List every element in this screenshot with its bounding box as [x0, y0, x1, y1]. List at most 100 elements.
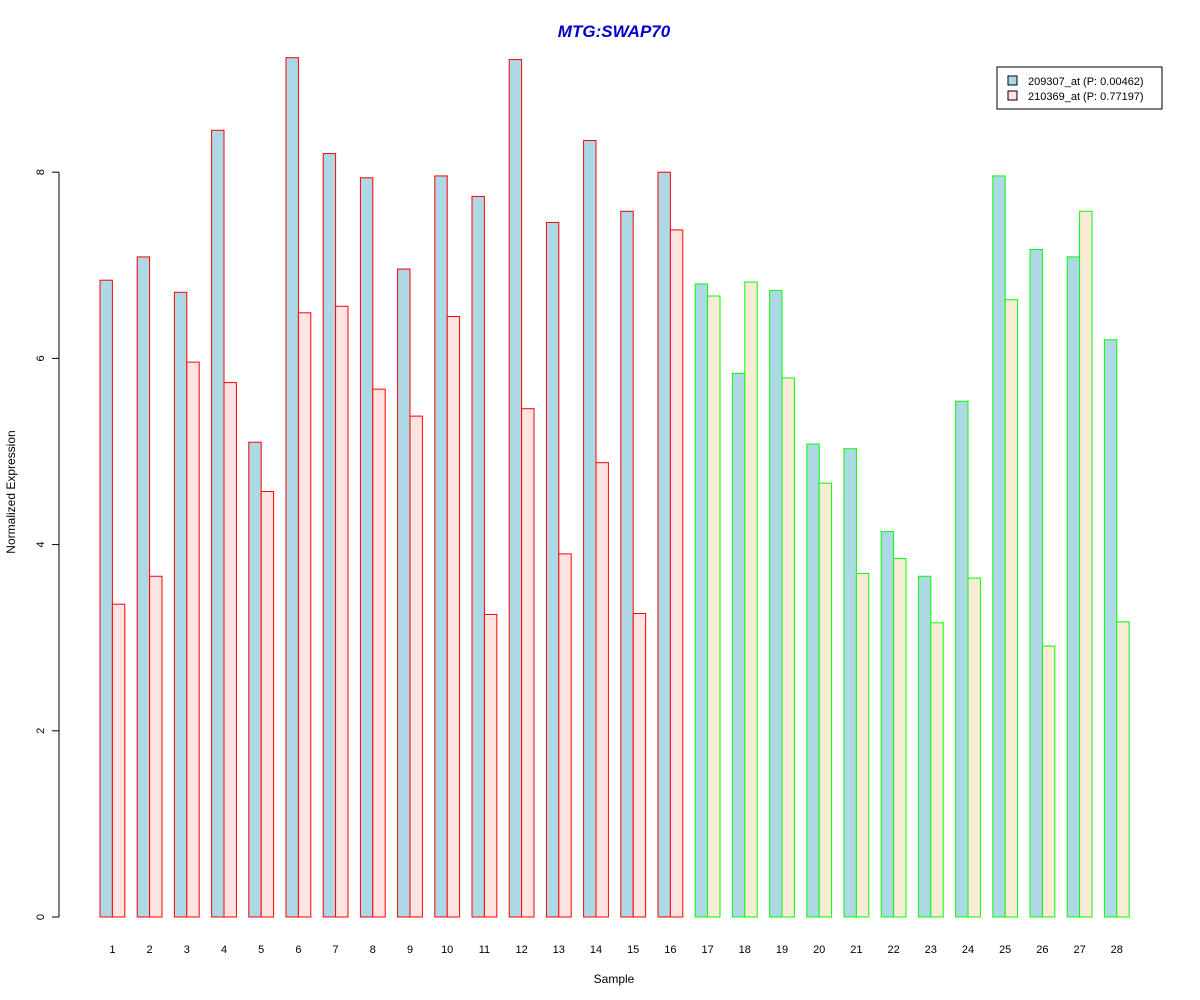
bar-series-2-sample-15	[632, 612, 647, 918]
bar-series-2-sample-28	[1116, 621, 1130, 918]
bar-series-1-sample-21	[843, 448, 857, 918]
chart-title: MTG:SWAP70	[558, 22, 671, 41]
bar-series-1-sample-1	[99, 279, 113, 918]
x-tick-label: 24	[962, 944, 974, 956]
legend-swatch-series-2	[1007, 90, 1018, 101]
bar-series-1-sample-7	[322, 153, 337, 918]
bar-series-2-sample-5	[260, 491, 275, 918]
bar-series-1-sample-22	[880, 531, 895, 918]
bar-series-2-sample-1	[111, 603, 126, 918]
x-tick-label: 6	[295, 944, 301, 956]
bar-series-2-sample-3	[186, 361, 200, 918]
x-tick-label: 3	[184, 944, 190, 956]
bar-series-2-sample-16	[669, 229, 684, 918]
bar-series-1-sample-28	[1103, 339, 1118, 918]
y-tick-label: 2	[35, 728, 47, 734]
legend-box	[996, 66, 1163, 110]
legend-swatch-series-1	[1007, 75, 1018, 86]
bar-series-2-sample-17	[707, 295, 721, 918]
bar-series-1-sample-8	[359, 177, 374, 918]
x-tick-label: 23	[925, 944, 937, 956]
x-tick-label: 10	[441, 944, 453, 956]
bar-series-1-sample-6	[285, 57, 299, 918]
bar-series-2-sample-26	[1041, 645, 1056, 918]
y-axis: 0 2 4 6 8	[35, 169, 60, 920]
bar-series-2-sample-4	[223, 382, 237, 918]
bar-series-2-sample-23	[930, 622, 944, 918]
bar-series-1-sample-15	[620, 210, 634, 918]
bar-series-1-sample-25	[992, 175, 1006, 918]
x-tick-label: 20	[813, 944, 825, 956]
bar-series-1-sample-14	[583, 140, 597, 918]
x-tick-label: 8	[370, 944, 376, 956]
x-tick-label: 1	[109, 944, 115, 956]
y-axis-label: Normalized Expression	[4, 430, 18, 553]
bar-series-1-sample-10	[434, 175, 448, 918]
bar-series-1-sample-5	[248, 441, 262, 918]
x-tick-label: 2	[147, 944, 153, 956]
y-tick-label: 8	[35, 169, 47, 175]
bar-series-1-sample-12	[508, 59, 523, 918]
bar-series-2-sample-10	[446, 316, 461, 918]
x-tick-label: 9	[407, 944, 413, 956]
legend: 209307_at (P: 0.00462) 210369_at (P: 0.7…	[996, 66, 1163, 110]
legend-label-series-2: 210369_at (P: 0.77197)	[1028, 91, 1144, 103]
x-tick-label: 27	[1073, 944, 1085, 956]
x-tick-label: 26	[1036, 944, 1048, 956]
x-tick-label: 25	[999, 944, 1011, 956]
bar-series-2-sample-21	[855, 572, 870, 918]
bar-series-1-sample-9	[397, 268, 411, 918]
bar-series-1-sample-16	[657, 171, 671, 918]
y-tick-label: 0	[35, 914, 47, 920]
x-tick-label: 28	[1111, 944, 1123, 956]
bar-series-1-sample-3	[173, 291, 188, 918]
x-tick-label: 17	[701, 944, 713, 956]
x-tick-label: 19	[776, 944, 788, 956]
bar-series-2-sample-18	[744, 281, 758, 918]
x-tick-label: 14	[590, 944, 602, 956]
x-axis-label: Sample	[594, 972, 635, 986]
bar-series-2-sample-20	[818, 482, 833, 918]
x-tick-label: 4	[221, 944, 227, 956]
bar-series-2-sample-12	[521, 408, 535, 918]
bar-series-2-sample-24	[967, 577, 981, 918]
x-tick-label: 16	[664, 944, 676, 956]
bar-series-1-sample-11	[471, 195, 485, 918]
bar-series-1-sample-18	[731, 372, 746, 918]
bar-series-2-sample-8	[372, 388, 386, 918]
bar-series-1-sample-26	[1029, 248, 1043, 918]
bar-series-1-sample-20	[806, 443, 820, 918]
legend-label-series-1: 209307_at (P: 0.00462)	[1028, 76, 1144, 88]
x-tick-label: 7	[333, 944, 339, 956]
bar-series-1-sample-2	[136, 256, 151, 918]
bar-series-2-sample-22	[893, 558, 907, 918]
bars-layer	[99, 57, 1130, 918]
bar-series-1-sample-23	[917, 575, 932, 918]
y-tick-label: 4	[35, 542, 47, 548]
y-tick-label: 6	[35, 355, 47, 361]
bar-series-1-sample-13	[545, 221, 560, 918]
x-tick-label: 12	[515, 944, 527, 956]
x-tick-label: 22	[887, 944, 899, 956]
x-tick-label: 18	[739, 944, 751, 956]
bar-series-1-sample-4	[211, 129, 225, 918]
bar-series-2-sample-13	[558, 553, 572, 918]
bar-series-2-sample-25	[1004, 299, 1019, 918]
bar-series-2-sample-19	[781, 377, 795, 918]
x-tick-label: 15	[627, 944, 639, 956]
bar-series-2-sample-14	[595, 462, 609, 918]
x-tick-label: 21	[850, 944, 862, 956]
bar-series-1-sample-19	[769, 289, 783, 918]
bar-series-1-sample-24	[955, 400, 969, 918]
bar-series-2-sample-2	[149, 575, 163, 918]
x-tick-label: 5	[258, 944, 264, 956]
bar-series-1-sample-27	[1066, 256, 1081, 918]
bar-series-2-sample-6	[297, 312, 312, 918]
x-tick-labels: 1 2 3 4 5 6 7 8 9 10 11 12 13 14 15 16 17 18 19 20 21 22 23 24 2…	[109, 944, 1123, 956]
bar-series-2-sample-9	[409, 415, 423, 918]
x-tick-label: 13	[553, 944, 565, 956]
bar-series-2-sample-7	[335, 305, 349, 918]
x-tick-label: 11	[479, 944, 490, 956]
bar-series-2-sample-11	[483, 613, 498, 918]
